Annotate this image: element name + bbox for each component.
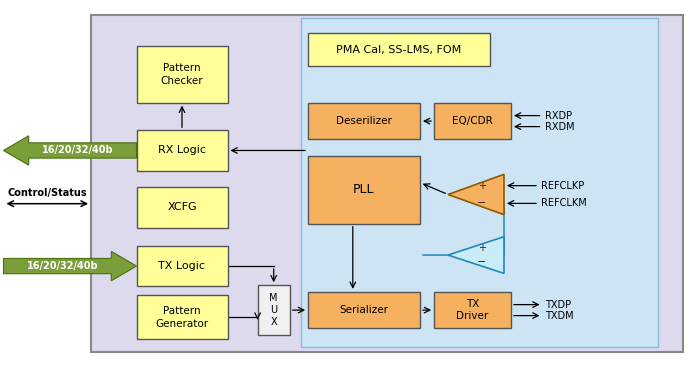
FancyBboxPatch shape [308,103,420,139]
Text: −: − [477,257,486,268]
Text: +: + [477,243,486,253]
Text: EQ/CDR: EQ/CDR [452,116,493,126]
Text: Deserilizer: Deserilizer [336,116,392,126]
Text: TXDP: TXDP [545,299,570,310]
FancyBboxPatch shape [308,292,420,328]
Text: RXDP: RXDP [545,110,572,121]
Text: 16/20/32/40b: 16/20/32/40b [42,145,113,156]
FancyBboxPatch shape [308,33,490,66]
Polygon shape [448,174,504,215]
Text: TX
Driver: TX Driver [456,299,489,321]
FancyBboxPatch shape [136,187,228,228]
FancyBboxPatch shape [434,292,511,328]
Text: XCFG: XCFG [167,202,197,212]
Text: M
U
X: M U X [270,292,278,327]
Text: 16/20/32/40b: 16/20/32/40b [27,261,98,271]
FancyBboxPatch shape [434,103,511,139]
Text: +: + [477,181,486,192]
Polygon shape [4,136,136,165]
Text: REFCLKM: REFCLKM [541,199,587,208]
FancyBboxPatch shape [308,156,420,224]
Polygon shape [4,251,136,281]
Text: PMA Cal, SS-LMS, FOM: PMA Cal, SS-LMS, FOM [337,44,461,55]
Text: RXDM: RXDM [545,121,574,132]
FancyBboxPatch shape [301,18,658,347]
FancyBboxPatch shape [136,246,228,286]
Text: −: − [477,197,486,208]
FancyBboxPatch shape [136,295,228,339]
FancyBboxPatch shape [136,130,228,171]
Text: TXDM: TXDM [545,310,573,321]
Text: RX Logic: RX Logic [158,145,206,156]
Text: TX Logic: TX Logic [158,261,206,271]
FancyBboxPatch shape [258,285,290,335]
FancyBboxPatch shape [91,15,682,352]
Text: REFCLKP: REFCLKP [541,181,584,190]
Text: PLL: PLL [354,184,374,196]
Text: Pattern
Generator: Pattern Generator [155,306,209,329]
Polygon shape [448,237,504,273]
Text: Control/Status: Control/Status [8,188,88,198]
Text: Pattern
Checker: Pattern Checker [161,63,203,86]
Text: Serializer: Serializer [340,305,389,315]
FancyBboxPatch shape [136,46,228,103]
